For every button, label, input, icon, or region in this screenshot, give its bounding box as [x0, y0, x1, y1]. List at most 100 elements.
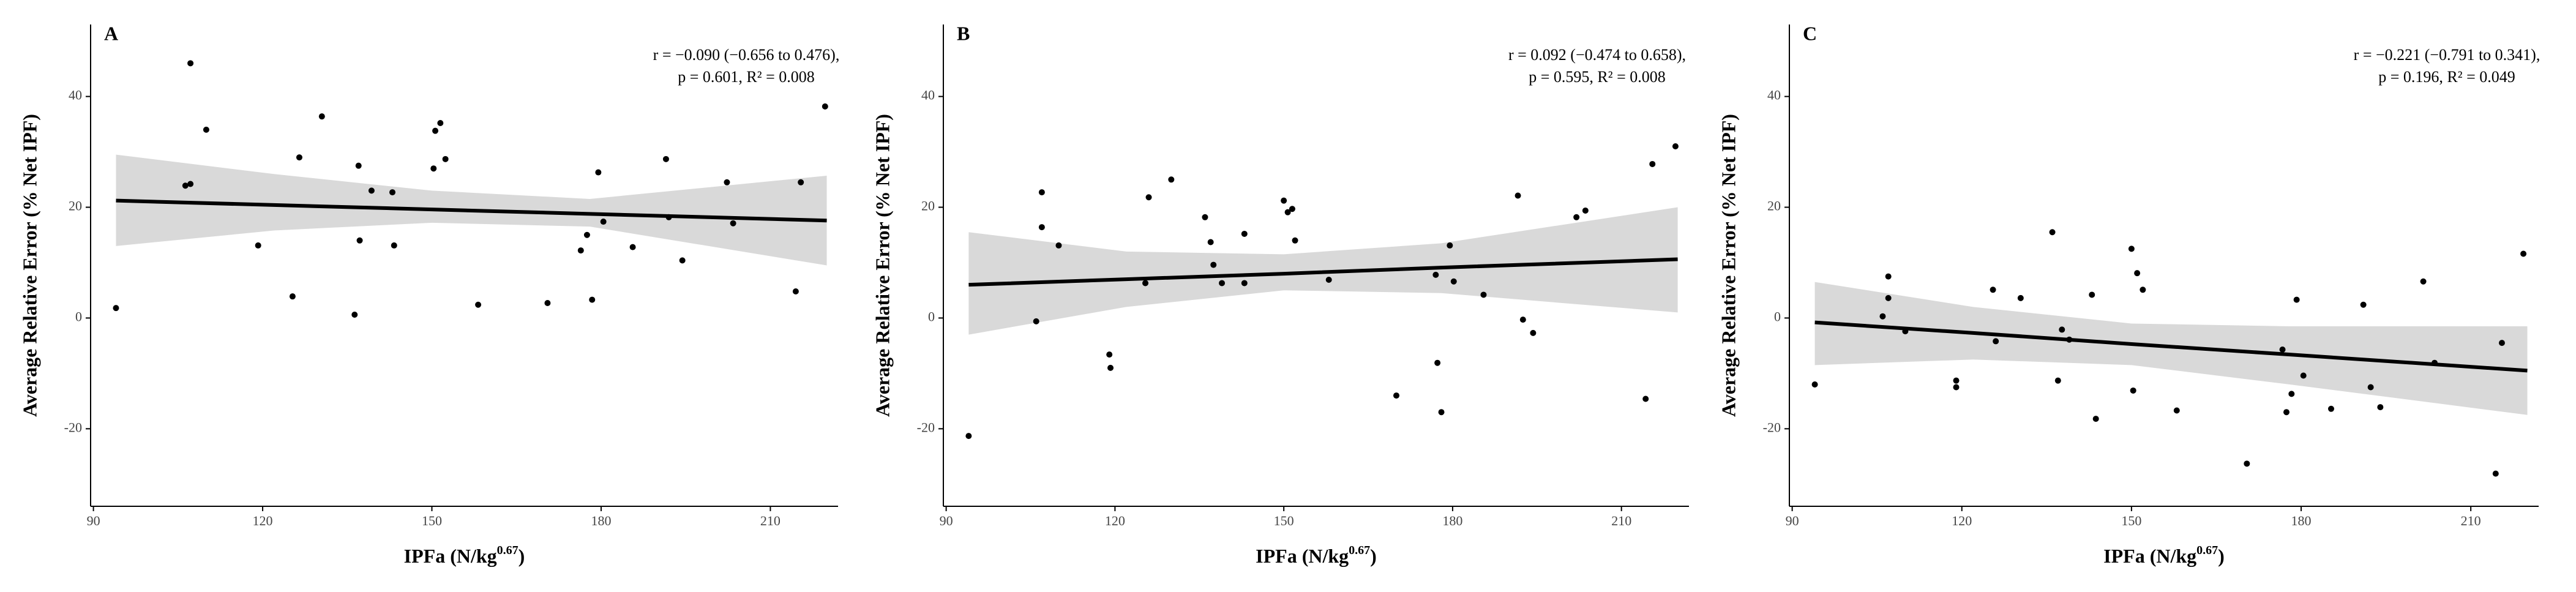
data-point — [475, 301, 482, 308]
data-point — [2140, 287, 2146, 293]
data-point — [1953, 384, 1960, 391]
data-point — [2049, 229, 2056, 236]
data-point — [2498, 340, 2505, 347]
data-point — [730, 220, 736, 227]
x-axis-title-text: ) — [2218, 545, 2225, 567]
data-point — [2092, 416, 2099, 422]
stats-annotation: p = 0.595, R² = 0.008 — [1529, 68, 1665, 86]
data-point — [1450, 278, 1457, 285]
data-point — [792, 288, 799, 295]
data-point — [2288, 391, 2295, 397]
data-point — [1879, 313, 1886, 320]
x-axis-title-text: IPFa (N/kg — [1256, 545, 1349, 567]
data-point — [1885, 273, 1892, 280]
y-tick-label: 40 — [1767, 88, 1781, 103]
data-point — [1811, 381, 1818, 388]
data-point — [1033, 318, 1039, 324]
x-axis-title-superscript: 0.67 — [1349, 544, 1370, 557]
data-point — [2420, 278, 2427, 285]
y-tick-label: 40 — [69, 88, 82, 103]
data-point — [430, 165, 437, 172]
data-point — [2327, 405, 2334, 412]
data-point — [2377, 404, 2384, 411]
y-tick-label: -20 — [917, 419, 935, 435]
x-axis-title: IPFa (N/kg0.67) — [1256, 544, 1377, 568]
x-axis-title-text: IPFa (N/kg — [404, 545, 497, 567]
data-point — [113, 305, 119, 312]
data-point — [1515, 192, 1521, 199]
data-point — [1573, 214, 1580, 220]
data-point — [1642, 395, 1649, 402]
x-tick-label: 150 — [422, 513, 442, 528]
data-point — [724, 179, 730, 185]
data-point — [255, 242, 261, 249]
data-point — [1990, 287, 1996, 293]
data-point — [351, 312, 358, 318]
data-point — [1055, 242, 1062, 249]
data-point — [665, 214, 672, 220]
data-point — [2173, 407, 2180, 414]
data-point — [1210, 261, 1217, 268]
data-point — [318, 113, 325, 120]
data-point — [2492, 470, 2499, 477]
data-point — [1519, 317, 1526, 323]
x-tick-label: 90 — [1786, 513, 1799, 528]
stats-annotation: r = 0.092 (−0.474 to 0.658), — [1508, 46, 1686, 64]
data-point — [2017, 294, 2024, 301]
data-point — [1292, 237, 1298, 244]
data-point — [1202, 214, 1208, 220]
data-point — [1432, 271, 1439, 278]
panel-label: B — [957, 22, 970, 44]
y-tick-label: 0 — [928, 309, 935, 324]
data-point — [965, 433, 972, 440]
data-point — [187, 181, 194, 187]
data-point — [1434, 359, 1441, 366]
data-point — [2128, 245, 2135, 252]
data-point — [289, 293, 296, 300]
data-point — [2367, 384, 2374, 391]
y-tick-label: -20 — [64, 419, 82, 435]
data-point — [1447, 242, 1453, 249]
y-axis-title: Average Relative Error (% Net IPF) — [18, 114, 40, 417]
data-point — [600, 219, 607, 225]
x-tick-label: 90 — [940, 513, 953, 528]
stats-annotation: r = −0.090 (−0.656 to 0.476), — [653, 46, 840, 64]
regression-line — [968, 257, 1678, 287]
data-point — [1219, 280, 1226, 287]
data-point — [1281, 197, 1287, 204]
x-axis-title-text: IPFa (N/kg — [2103, 545, 2196, 567]
data-point — [1289, 206, 1295, 212]
x-axis-title-text: ) — [519, 545, 525, 567]
y-tick-label: 20 — [1767, 198, 1781, 214]
data-point — [2244, 460, 2250, 467]
x-axis-title-superscript: 0.67 — [2196, 544, 2218, 557]
x-tick-label: 210 — [760, 513, 781, 528]
data-point — [296, 154, 302, 161]
data-point — [679, 257, 686, 264]
x-tick-label: 180 — [1442, 513, 1462, 528]
data-point — [2432, 359, 2438, 366]
data-point — [1672, 143, 1679, 150]
data-point — [2279, 346, 2286, 353]
data-point — [432, 127, 439, 134]
data-point — [1207, 239, 1214, 245]
y-tick-label: 40 — [921, 88, 935, 103]
x-axis-title-text: ) — [1370, 545, 1377, 567]
data-point — [2130, 387, 2136, 394]
x-tick-label: 150 — [1274, 513, 1294, 528]
data-point — [1902, 328, 1909, 335]
x-tick-label: 180 — [2291, 513, 2312, 528]
data-point — [391, 242, 397, 249]
data-point — [1284, 209, 1291, 215]
x-tick-label: 120 — [253, 513, 273, 528]
data-point — [1393, 392, 1399, 399]
data-point — [368, 187, 375, 194]
data-point — [1325, 277, 1332, 283]
data-point — [1038, 224, 1045, 231]
panel-label: A — [104, 22, 118, 44]
data-point — [2293, 296, 2300, 303]
data-point — [1145, 194, 1152, 201]
data-point — [2360, 301, 2367, 308]
data-point — [662, 155, 669, 162]
